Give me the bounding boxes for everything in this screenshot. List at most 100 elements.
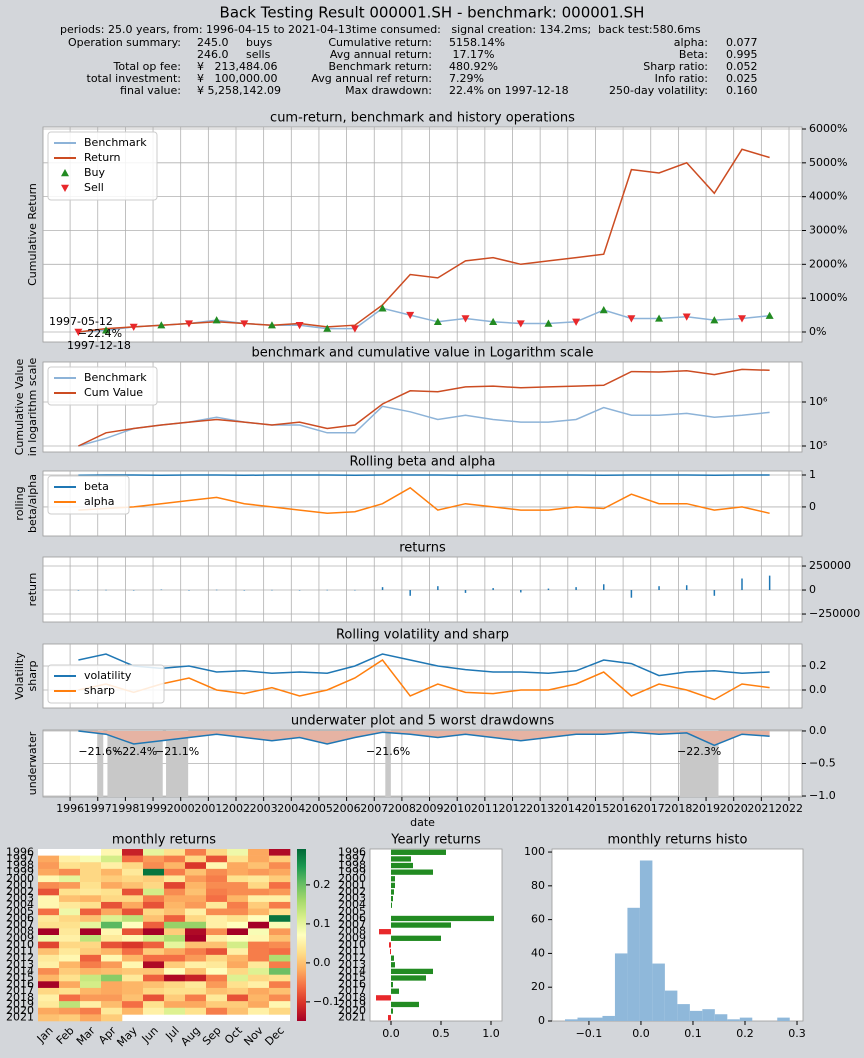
heatmap-cell bbox=[227, 901, 249, 909]
heatmap-cell bbox=[248, 941, 270, 949]
plot-area bbox=[42, 556, 803, 623]
year-bar bbox=[391, 962, 395, 968]
heatmap-cell bbox=[122, 928, 144, 936]
heatmap-cell bbox=[80, 921, 102, 929]
heatmap-cell bbox=[206, 954, 228, 962]
histogram-bar bbox=[689, 1010, 703, 1021]
y-tick-label: 0 bbox=[538, 1014, 545, 1027]
heatmap-cell bbox=[164, 895, 186, 903]
heatmap-cell bbox=[59, 882, 81, 889]
x-tick-label: 2000 bbox=[167, 802, 195, 815]
heatmap-cell bbox=[206, 908, 228, 916]
heatmap-cell bbox=[59, 961, 81, 969]
trade-marker bbox=[655, 314, 664, 322]
heatmap-cell bbox=[227, 921, 249, 929]
plot-area bbox=[551, 848, 804, 1022]
summary-value: 0.077 bbox=[726, 36, 758, 49]
y-axis-label: underwater bbox=[26, 731, 39, 795]
heatmap-cell bbox=[101, 882, 123, 889]
heatmap-cell bbox=[101, 1014, 123, 1022]
heatmap-cell bbox=[59, 908, 81, 916]
return-bar bbox=[381, 587, 384, 591]
y-tick-label: 20 bbox=[531, 980, 545, 993]
heatmap-cell bbox=[59, 888, 81, 896]
y-tick-label: 0% bbox=[809, 325, 826, 338]
trade-marker bbox=[240, 320, 249, 328]
summary-value: 0.160 bbox=[726, 84, 758, 97]
heatmap-cell bbox=[143, 994, 165, 1002]
return-bar bbox=[492, 588, 494, 591]
x-tick-label: 0.5 bbox=[432, 1027, 450, 1040]
trade-marker bbox=[102, 326, 111, 334]
heatmap-cell bbox=[185, 941, 207, 949]
legend-box bbox=[47, 366, 158, 406]
y-tick-label: 5000% bbox=[809, 156, 847, 169]
heatmap-cell bbox=[185, 1001, 207, 1009]
legend-marker bbox=[61, 169, 69, 177]
y-tick-label: 2011 bbox=[338, 945, 366, 958]
heatmap-cell bbox=[59, 855, 81, 863]
heatmap-cell bbox=[80, 935, 102, 942]
row-label: 1999 bbox=[6, 865, 34, 878]
legend-label: beta bbox=[84, 480, 109, 493]
heatmap-cell bbox=[59, 994, 81, 1002]
figure-title: Back Testing Result 000001.SH - benchmar… bbox=[220, 4, 645, 22]
heatmap-cell bbox=[101, 928, 123, 936]
heatmap-cell bbox=[227, 888, 249, 896]
heatmap-cell bbox=[38, 941, 60, 949]
heatmap-cell bbox=[206, 901, 228, 909]
heatmap-cell bbox=[38, 948, 60, 956]
y-axis-label: return bbox=[26, 573, 39, 607]
drawdown-label: −21.6% bbox=[366, 745, 410, 758]
x-tick-label: 0.3 bbox=[788, 1027, 806, 1040]
heatmap-cell bbox=[38, 1001, 60, 1009]
heatmap-cell bbox=[269, 981, 291, 989]
heatmap-cell bbox=[206, 921, 228, 929]
return-bar bbox=[409, 590, 411, 596]
return-bar bbox=[685, 585, 688, 591]
x-tick-label: 0.2 bbox=[736, 1027, 754, 1040]
legend-box bbox=[47, 664, 165, 704]
y-tick-label: 2006 bbox=[338, 911, 366, 924]
heatmap-cell bbox=[143, 954, 165, 962]
return-bar bbox=[464, 590, 467, 593]
heatmap-cell bbox=[80, 1014, 102, 1022]
heatmap-cell bbox=[185, 862, 207, 870]
y-tick-label: 0 bbox=[809, 500, 816, 513]
heatmap-cell bbox=[101, 1007, 123, 1015]
summary-label: final value: bbox=[120, 84, 181, 97]
heatmap-cell bbox=[227, 862, 249, 870]
heatmap-cell bbox=[80, 928, 102, 936]
summary-value: 7.29% bbox=[449, 72, 484, 85]
summary-label: Sharp ratio: bbox=[643, 60, 708, 73]
y-axis-label: Volatility bbox=[13, 652, 26, 700]
heatmap-cell bbox=[59, 915, 81, 923]
heatmap-cell bbox=[227, 974, 249, 982]
summary-value: 0.052 bbox=[726, 60, 758, 73]
heatmap-cell bbox=[269, 994, 291, 1002]
legend-label: Benchmark bbox=[84, 136, 147, 149]
heatmap-cell bbox=[164, 961, 186, 969]
y-axis-label: in logarithm scale bbox=[26, 358, 39, 457]
y-tick-label: 1000% bbox=[809, 291, 847, 304]
heatmap-cell bbox=[248, 994, 270, 1002]
underwater-line bbox=[78, 730, 770, 747]
heatmap-cell bbox=[269, 855, 291, 863]
year-bar bbox=[391, 869, 433, 875]
heatmap-cell bbox=[101, 948, 123, 956]
return-bar bbox=[741, 578, 743, 591]
heatmap-cell bbox=[227, 849, 249, 856]
x-tick-label: 2004 bbox=[277, 802, 305, 815]
heatmap-cell bbox=[185, 981, 207, 989]
heatmap-cell bbox=[122, 935, 144, 942]
heatmap-cell bbox=[206, 868, 228, 876]
heatmap-cell bbox=[59, 981, 81, 989]
heatmap-cell bbox=[122, 882, 144, 889]
heatmap-cell bbox=[80, 994, 102, 1002]
heatmap-cell bbox=[269, 888, 291, 896]
x-tick-label: 2007 bbox=[360, 802, 388, 815]
trade-marker bbox=[212, 316, 221, 324]
y-tick-label: 10⁵ bbox=[809, 439, 827, 452]
row-label: 2001 bbox=[6, 878, 34, 891]
heatmap-cell bbox=[101, 974, 123, 982]
